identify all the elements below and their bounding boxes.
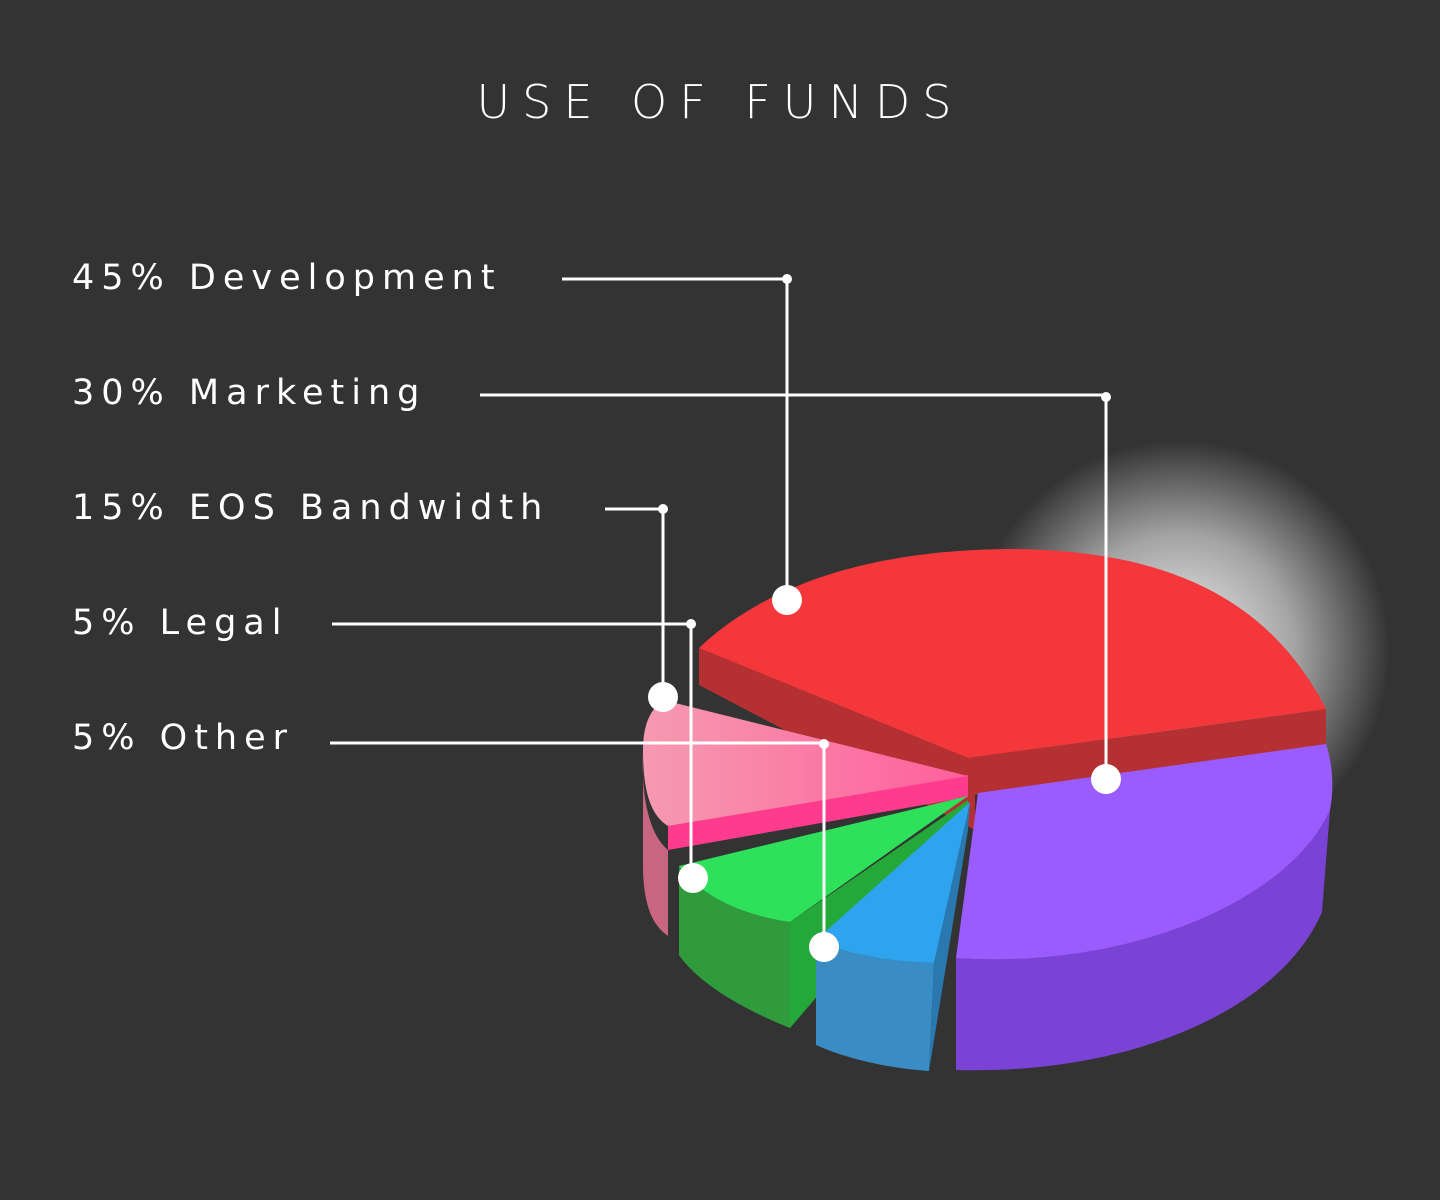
leader-dot-eos-bandwidth-end xyxy=(648,682,678,712)
slice-eos-bandwidth-side-cut xyxy=(668,775,968,850)
slice-other-side xyxy=(816,940,934,1071)
leader-dot-legal-start xyxy=(686,619,696,629)
slice-other xyxy=(816,802,970,1071)
leader-line-eos-bandwidth xyxy=(605,507,665,697)
leader-line-development xyxy=(562,277,789,600)
leader-dot-development-start xyxy=(782,274,792,284)
slice-marketing-top xyxy=(956,744,1333,960)
slice-other-top xyxy=(816,802,970,963)
legend-label-marketing: 30% Marketing xyxy=(72,373,426,413)
slice-eos-bandwidth-top xyxy=(643,700,968,826)
slice-other-side-cut xyxy=(929,802,970,1071)
slice-marketing xyxy=(956,744,1333,1071)
legend-label-legal: 5% Legal xyxy=(72,603,288,643)
slice-legal-side xyxy=(679,866,790,1028)
legend-label-development: 45% Development xyxy=(72,258,502,298)
legend-label-eos-bandwidth: 15% EOS Bandwidth xyxy=(72,488,549,528)
legend: 45% Development 30% Marketing 15% EOS Ba… xyxy=(72,258,549,758)
slice-eos-bandwidth-side-outer xyxy=(642,750,668,936)
leader-dot-legal-end xyxy=(678,863,708,893)
leader-dot-other-end xyxy=(809,932,839,962)
leader-dots xyxy=(648,274,1121,962)
slice-marketing-side xyxy=(956,810,1330,1071)
slice-eos-bandwidth xyxy=(642,700,968,936)
slice-development-top xyxy=(699,549,1326,758)
leader-dot-other-start xyxy=(819,739,829,749)
slice-development xyxy=(699,549,1326,830)
leader-dot-marketing-start xyxy=(1101,392,1111,402)
leader-dot-eos-bandwidth-start xyxy=(658,504,668,514)
legend-label-other: 5% Other xyxy=(72,718,294,758)
chart-title: USE OF FUNDS xyxy=(476,75,963,129)
leader-line-legal xyxy=(332,622,693,878)
slice-development-side xyxy=(699,648,1326,830)
leader-dot-marketing-end xyxy=(1091,764,1121,794)
leader-dot-development-end xyxy=(772,585,802,615)
